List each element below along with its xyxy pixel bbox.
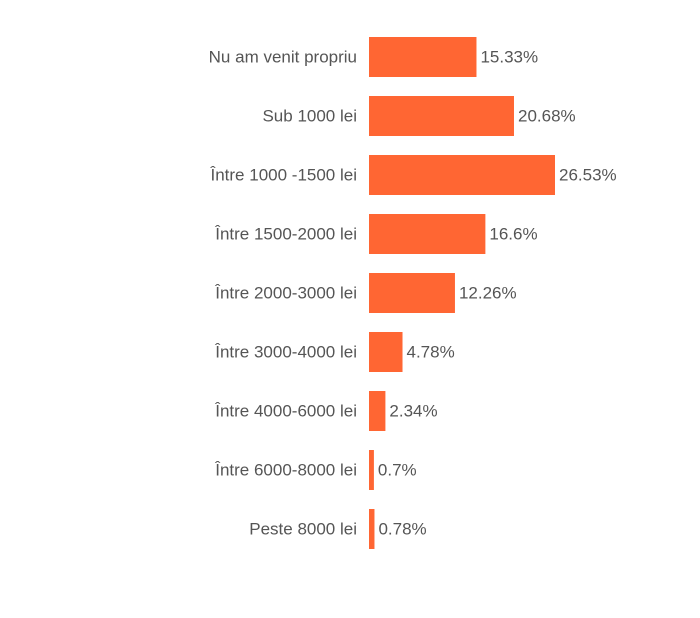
bar: [369, 332, 403, 372]
category-label: Peste 8000 lei: [249, 520, 357, 539]
category-label: Între 1000 -1500 lei: [210, 166, 358, 185]
value-label: 16.6%: [489, 225, 537, 244]
value-label: 0.7%: [378, 461, 417, 480]
value-label: 15.33%: [480, 48, 538, 67]
bar: [369, 37, 477, 77]
bar: [369, 509, 375, 549]
category-label: Între 3000-4000 lei: [214, 343, 357, 362]
bar: [369, 391, 386, 431]
bar: [369, 214, 486, 254]
value-label: 0.78%: [378, 520, 426, 539]
value-label: 4.78%: [407, 343, 455, 362]
value-label: 2.34%: [389, 402, 437, 421]
category-label: Nu am venit propriu: [209, 48, 357, 67]
bar: [369, 273, 455, 313]
category-label: Între 6000-8000 lei: [214, 461, 357, 480]
category-label: Între 4000-6000 lei: [214, 402, 357, 421]
category-labels-layer: Nu am venit propriu Sub 1000 lei Între 100…: [209, 48, 357, 539]
category-label: Între 2000-3000 lei: [214, 284, 357, 303]
bar: [369, 155, 555, 195]
category-label: Sub 1000 lei: [262, 107, 357, 126]
bar: [369, 450, 374, 490]
value-label: 26.53%: [559, 166, 617, 185]
value-label: 12.26%: [459, 284, 517, 303]
bars-layer: [369, 37, 555, 549]
value-labels-layer: 15.33% 20.68% 26.53% 16.6% 12.26% 4.78% 2.34% 0…: [378, 48, 617, 539]
bar: [369, 96, 514, 136]
category-label: Între 1500-2000 lei: [214, 225, 357, 244]
value-label: 20.68%: [518, 107, 576, 126]
